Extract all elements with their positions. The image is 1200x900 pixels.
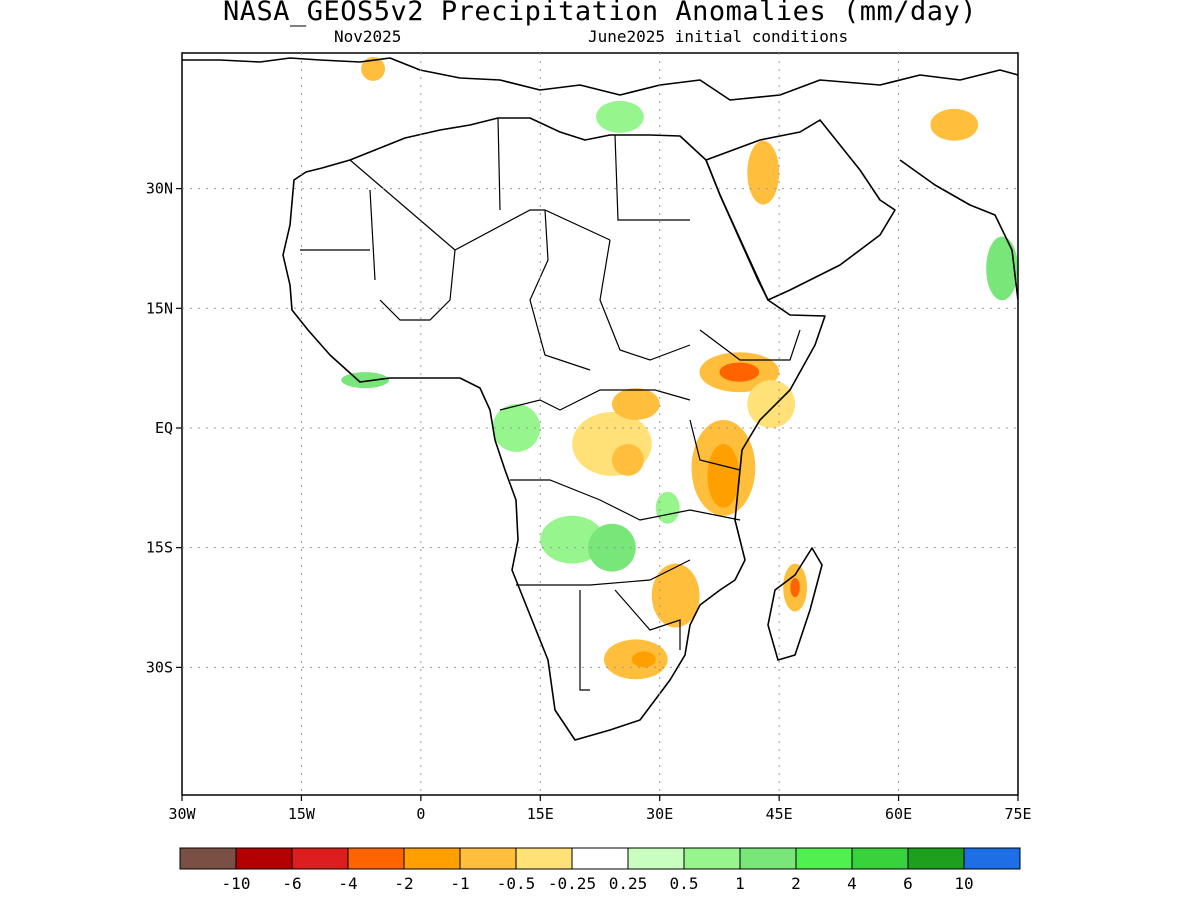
colorbar-label: 4 — [847, 874, 857, 893]
colorbar-label: 1 — [735, 874, 745, 893]
colorbar-swatch — [963, 847, 1021, 870]
anomaly-drc-north — [611, 388, 660, 421]
colorbar-swatch — [515, 847, 573, 870]
anomaly-arabia-dry — [747, 140, 780, 205]
lon-tick-label: 30E — [646, 805, 673, 823]
initial-conditions-label: June2025 initial conditions — [588, 27, 849, 46]
colorbar-swatch — [235, 847, 293, 870]
colorbar-label: -2 — [394, 874, 413, 893]
anomaly-zambia-wet — [588, 523, 636, 572]
border-line — [614, 134, 690, 221]
anomaly-somalia-dry — [747, 380, 796, 428]
colorbar-swatch — [795, 847, 853, 870]
border-line — [379, 249, 456, 321]
country-borders — [300, 117, 801, 691]
lat-tick-label: 15N — [146, 299, 173, 317]
africa-coastline — [282, 117, 826, 741]
lon-tick-label: 60E — [885, 805, 912, 823]
colorbar-swatch — [571, 847, 629, 870]
colorbar-swatch — [851, 847, 909, 870]
colorbar-label: 0.25 — [609, 874, 648, 893]
coastlines — [182, 57, 1018, 741]
colorbar-swatch — [403, 847, 461, 870]
border-line — [497, 117, 501, 211]
anomaly-madagascar-core — [790, 577, 800, 598]
anomaly-iran-dry — [930, 108, 979, 141]
europe-coastline — [182, 57, 1018, 101]
lat-tick-label: 15S — [146, 539, 173, 557]
border-line — [516, 559, 691, 586]
colorbar: -10 -6 -4 -2 -1 -0.5 -0.25 0.25 0.5 1 2 4 6 10 — [179, 847, 1021, 893]
longitude-axis: 30W 15W 0 15E 30E 45E 60E 75E — [168, 795, 1032, 823]
map-title: NASA_GEOS5v2 Precipitation Anomalies (mm… — [223, 0, 977, 27]
anomaly-ethiopia-core — [719, 362, 760, 382]
anomaly-angola-wet — [540, 515, 604, 564]
lon-tick-label: 45E — [766, 805, 793, 823]
colorbar-label: -10 — [222, 874, 251, 893]
anomaly-drc-core — [611, 443, 644, 476]
border-line — [529, 209, 591, 371]
lon-tick-label: 75E — [1004, 805, 1031, 823]
colorbar-label: -6 — [282, 874, 301, 893]
border-line — [349, 159, 611, 251]
madagascar-coastline — [767, 547, 823, 661]
colorbar-swatch — [907, 847, 965, 870]
colorbar-label: -4 — [338, 874, 357, 893]
colorbar-swatch — [347, 847, 405, 870]
arabia-coastline — [705, 119, 896, 301]
border-line — [499, 389, 691, 411]
anomaly-mediterranean-wet — [596, 100, 644, 133]
border-line — [510, 479, 741, 521]
graticule — [182, 53, 1018, 795]
colorbar-label: -0.5 — [497, 874, 536, 893]
colorbar-swatch — [291, 847, 349, 870]
border-line — [614, 589, 681, 650]
latitude-axis: 30N 15N EQ 15S 30S — [146, 180, 182, 676]
lat-tick-label: 30S — [146, 658, 173, 676]
anomaly-india-wet — [986, 236, 1018, 301]
lon-tick-label: 15E — [527, 805, 554, 823]
border-line — [699, 329, 801, 361]
colorbar-swatch — [683, 847, 741, 870]
colorbar-label: 2 — [791, 874, 801, 893]
colorbar-label: 10 — [954, 874, 973, 893]
anomaly-morocco-dry — [361, 56, 386, 81]
india-coastline — [899, 159, 1018, 301]
anomaly-west-africa-wet — [341, 372, 390, 389]
colorbar-label: 6 — [903, 874, 913, 893]
colorbar-swatch — [179, 847, 237, 870]
colorbar-swatch — [739, 847, 797, 870]
anomaly-east-africa-core — [707, 443, 740, 508]
forecast-month: Nov2025 — [334, 27, 402, 46]
lon-tick-label: 30W — [168, 805, 196, 823]
anomaly-congo-wet — [492, 404, 541, 452]
anomaly-south-africa-core — [631, 651, 656, 668]
lat-tick-label: 30N — [146, 180, 173, 198]
colorbar-swatch — [459, 847, 517, 870]
border-line — [579, 590, 590, 691]
border-line — [599, 239, 691, 361]
border-line — [369, 189, 376, 281]
lon-tick-label: 0 — [416, 805, 425, 823]
anomaly-mozambique-dry — [651, 563, 700, 628]
colorbar-swatch — [627, 847, 685, 870]
lat-tick-label: EQ — [155, 419, 173, 437]
map-frame — [181, 52, 1019, 796]
anomaly-shading — [341, 56, 1018, 680]
colorbar-label: 0.5 — [670, 874, 699, 893]
colorbar-label: -0.25 — [548, 874, 596, 893]
border-line — [689, 419, 741, 471]
colorbar-label: -1 — [450, 874, 469, 893]
lon-tick-label: 15W — [288, 805, 316, 823]
